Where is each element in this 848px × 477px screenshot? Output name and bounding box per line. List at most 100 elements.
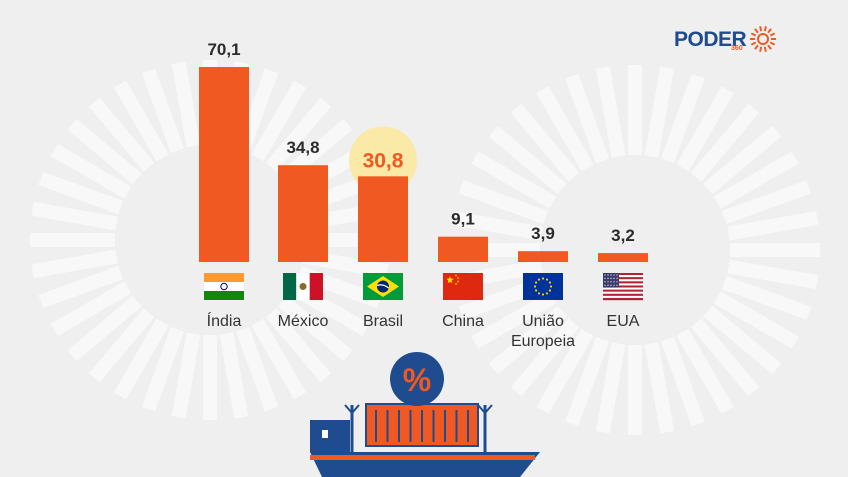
sunburst-ray xyxy=(67,295,142,362)
sunburst-ray xyxy=(471,291,557,349)
sunburst-ray xyxy=(510,103,580,182)
sun-ray xyxy=(751,41,757,46)
sunburst-ray xyxy=(50,281,132,337)
ship-bow xyxy=(310,420,350,452)
sunburst-ray xyxy=(38,265,124,309)
sunburst-ray xyxy=(50,143,132,199)
sunburst-ray xyxy=(67,118,142,185)
sunburst-ray xyxy=(703,305,782,375)
bar-1 xyxy=(278,165,328,262)
category-label: Europeia xyxy=(511,333,575,350)
bar-2 xyxy=(358,176,408,262)
sunburst-ray xyxy=(703,125,782,195)
sunburst-ray xyxy=(713,291,799,349)
sunburst-ray xyxy=(113,80,169,162)
sun-ray xyxy=(759,46,763,52)
sunburst-ray xyxy=(278,295,353,362)
sunburst-ray xyxy=(88,97,155,172)
sunburst-ray xyxy=(265,97,332,172)
sunburst-ray xyxy=(488,305,567,375)
usa-flag-icon xyxy=(603,273,643,301)
sunburst-ray xyxy=(660,336,705,427)
sunburst-ray xyxy=(721,180,812,225)
sunburst-ray xyxy=(251,318,307,400)
sunburst-ray xyxy=(644,66,675,158)
sunburst-ray xyxy=(690,318,760,397)
india-flag-icon xyxy=(204,273,244,300)
sunburst-ray xyxy=(595,342,626,434)
sunburst-ray xyxy=(38,171,124,215)
sunburst-ray xyxy=(721,275,812,320)
value-label: 9,1 xyxy=(451,210,475,229)
sunburst-ray xyxy=(676,328,734,414)
sunburst-ray xyxy=(676,86,734,172)
sunburst-ray xyxy=(510,318,580,397)
category-label: EUA xyxy=(607,313,640,330)
value-label: 30,8 xyxy=(363,149,404,172)
poder360-logo: PODER 360 xyxy=(674,24,778,54)
sunburst-ray xyxy=(713,151,799,209)
sun-icon xyxy=(750,26,777,52)
sun-ray xyxy=(751,32,757,37)
sunburst-ray xyxy=(251,80,307,162)
porthole xyxy=(322,430,328,438)
sunburst-ray xyxy=(219,332,249,419)
sun-ray xyxy=(754,28,759,34)
category-label: China xyxy=(442,313,484,330)
sun-ray xyxy=(769,32,776,37)
percent-symbol: % xyxy=(403,362,431,398)
china-flag-icon xyxy=(443,273,483,300)
sunburst-ray xyxy=(565,73,610,164)
sunburst-ray xyxy=(488,125,567,195)
sunburst-ray xyxy=(565,336,610,427)
sun-ray xyxy=(767,28,773,34)
sunburst-ray xyxy=(536,328,594,414)
sunburst-ray xyxy=(644,342,675,434)
sun-ray xyxy=(759,26,763,32)
logo-wordmark: PODER xyxy=(674,27,747,51)
hull-stripe xyxy=(310,455,535,460)
bar-0 xyxy=(199,67,249,262)
sunburst-ray xyxy=(458,180,549,225)
sunburst-ray xyxy=(171,332,201,419)
brazil-flag-icon xyxy=(363,273,403,300)
category-label: Brasil xyxy=(363,313,403,330)
sunburst-ray xyxy=(235,326,279,412)
sun-ray xyxy=(769,41,776,46)
percent-badge xyxy=(390,352,444,406)
sunburst-ray xyxy=(171,61,201,148)
sunburst-ray xyxy=(471,151,557,209)
value-label: 3,2 xyxy=(611,226,635,245)
sunburst-ray xyxy=(31,201,118,231)
sun-ray xyxy=(754,44,759,50)
sunburst-ray xyxy=(265,308,332,383)
category-label: União xyxy=(522,313,564,330)
sunburst-ray xyxy=(660,73,705,164)
value-label: 3,9 xyxy=(531,224,555,243)
sunburst-ray xyxy=(88,308,155,383)
sunburst-ray xyxy=(727,259,819,290)
sunburst-ray xyxy=(690,103,760,182)
sunburst-ray xyxy=(113,318,169,400)
value-label: 70,1 xyxy=(207,40,240,59)
value-label: 34,8 xyxy=(286,138,319,157)
mast-left-top xyxy=(344,404,360,415)
bar-3 xyxy=(438,236,488,262)
bar-4 xyxy=(518,251,568,262)
category-label: México xyxy=(278,313,329,330)
sunburst-ray xyxy=(31,249,118,279)
sunburst-ray xyxy=(727,210,819,241)
category-label: Índia xyxy=(207,311,242,330)
mexico-flag-icon xyxy=(283,273,323,300)
sun-ray xyxy=(763,26,768,32)
sunburst-ray xyxy=(536,86,594,172)
sunburst-ray xyxy=(595,66,626,158)
logo-number: 360 xyxy=(731,45,743,52)
sunburst-ray xyxy=(141,326,185,412)
eu-flag-icon xyxy=(523,273,563,300)
sun-ray xyxy=(767,44,773,50)
